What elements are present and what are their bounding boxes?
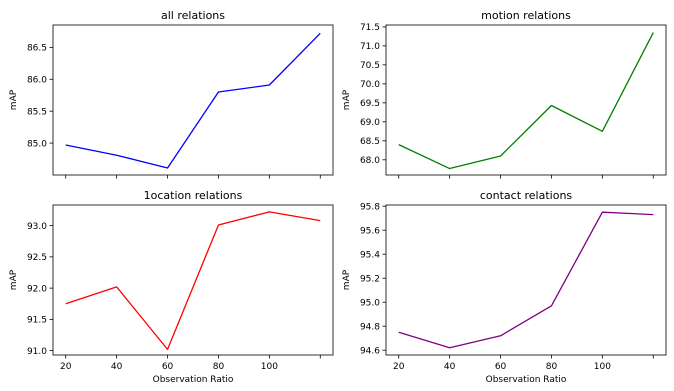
y-tick-label: 70.5	[360, 61, 380, 71]
y-tick-label: 93.0	[27, 222, 47, 232]
series-line	[65, 32, 321, 169]
plot-frame	[52, 24, 334, 176]
series-line	[398, 211, 654, 349]
series-line	[398, 32, 654, 170]
y-tick-label: 94.8	[360, 322, 380, 332]
y-tick-label: 85.0	[27, 139, 47, 149]
chart-panel-4: contact relations 20 40 60 80 100 94.6 94.8 95.0…	[342, 189, 667, 385]
y-tick-label: 95.0	[360, 298, 380, 308]
y-tick-label: 86.0	[27, 75, 47, 85]
x-tick-label: 80	[546, 362, 558, 372]
y-tick-label: 69.0	[360, 118, 380, 128]
x-tick-label: 80	[213, 362, 225, 372]
y-tick-label: 68.0	[360, 156, 380, 166]
plot-frame	[385, 24, 667, 176]
chart-title: motion relations	[481, 9, 571, 22]
y-tick-label: 92.5	[27, 253, 47, 263]
x-tick-label: 40	[111, 362, 123, 372]
y-axis-label: mAP	[9, 89, 19, 110]
y-tick-label: 95.6	[360, 226, 380, 236]
chart-panel-3: 1ocation relations 20 40 60 80 100 91.0 91.5 92.…	[9, 189, 334, 385]
plot-frame	[385, 204, 667, 356]
chart-panel-2: motion relations 68.0 68.5 69.0 69.5 70.0 70.5…	[342, 9, 667, 179]
x-tick-label: 100	[594, 362, 611, 372]
x-tick-label: 100	[261, 362, 278, 372]
y-tick-label: 85.5	[27, 107, 47, 117]
y-tick-label: 94.6	[360, 346, 380, 356]
x-axis-label: Observation Ratio	[153, 375, 234, 385]
y-tick-label: 86.5	[27, 44, 47, 54]
chart-title: contact relations	[480, 189, 573, 202]
x-tick-label: 20	[393, 362, 405, 372]
chart-title: all relations	[161, 9, 225, 22]
chart-panel-1: all relations 85.0 85.5 86.0 86.5 mAP	[9, 9, 334, 179]
chart-title: 1ocation relations	[144, 189, 243, 202]
y-tick-label: 69.5	[360, 99, 380, 109]
x-tick-label: 40	[444, 362, 456, 372]
y-axis-label: mAP	[342, 89, 352, 110]
y-tick-label: 68.5	[360, 137, 380, 147]
x-tick-label: 60	[162, 362, 174, 372]
y-tick-label: 71.0	[360, 42, 380, 52]
x-tick-label: 20	[60, 362, 72, 372]
series-line	[65, 211, 321, 351]
y-tick-label: 70.0	[360, 80, 380, 90]
y-tick-label: 92.0	[27, 284, 47, 294]
x-tick-label: 60	[495, 362, 507, 372]
y-tick-label: 91.0	[27, 347, 47, 357]
y-tick-label: 91.5	[27, 316, 47, 326]
y-tick-label: 71.5	[360, 23, 380, 33]
y-tick-label: 95.4	[360, 250, 380, 260]
y-axis-label: mAP	[9, 269, 19, 290]
y-tick-label: 95.2	[360, 274, 380, 284]
y-axis-label: mAP	[342, 269, 352, 290]
plot-frame	[52, 204, 334, 356]
y-tick-label: 95.8	[360, 202, 380, 212]
x-axis-label: Observation Ratio	[486, 375, 567, 385]
